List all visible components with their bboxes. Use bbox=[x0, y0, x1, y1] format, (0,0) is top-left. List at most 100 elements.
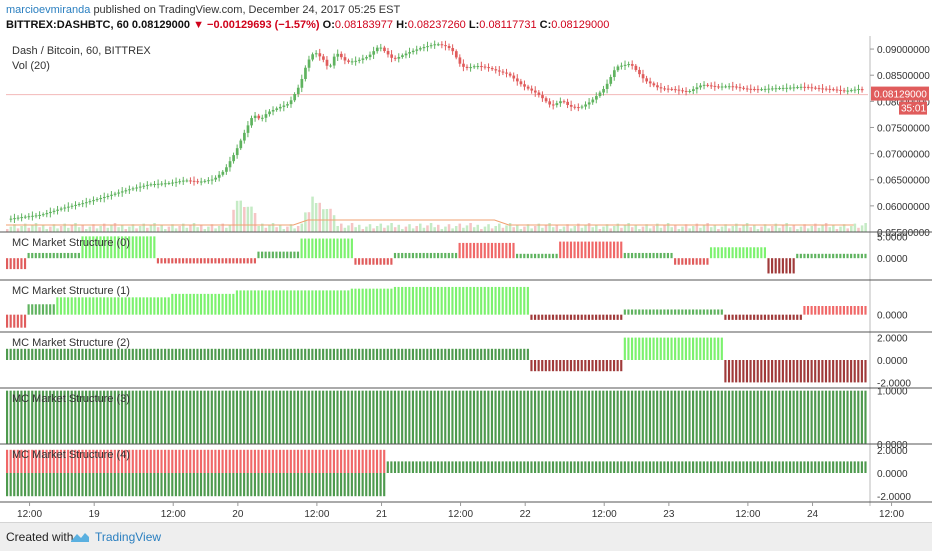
candle-body bbox=[92, 200, 95, 202]
indicator-bar bbox=[289, 473, 292, 497]
indicator-bar bbox=[577, 241, 580, 259]
indicator-bar bbox=[257, 449, 260, 473]
indicator-bar bbox=[59, 348, 63, 360]
chart-svg[interactable]: 0.090000000.085000000.080000000.07500000… bbox=[0, 36, 932, 522]
indicator-bar bbox=[562, 241, 565, 259]
indicator-tick-label: 0.0000 bbox=[877, 440, 908, 451]
candle-body bbox=[756, 89, 760, 91]
indicator-bar bbox=[325, 348, 328, 360]
indicator-bar bbox=[612, 314, 616, 320]
indicator-bar bbox=[778, 390, 781, 444]
indicator-bar bbox=[178, 348, 181, 360]
indicator-bar bbox=[365, 288, 368, 315]
indicator-bar bbox=[598, 314, 601, 320]
indicator-bar bbox=[494, 348, 497, 360]
indicator-bar bbox=[674, 337, 677, 360]
indicator-bar bbox=[771, 461, 774, 473]
candle-body bbox=[67, 206, 70, 208]
indicator-bar bbox=[458, 461, 461, 473]
indicator-bar bbox=[799, 461, 802, 473]
indicator-bar bbox=[131, 449, 134, 473]
indicator-bar bbox=[401, 348, 404, 360]
volume-bar bbox=[458, 223, 462, 232]
indicator-bar bbox=[652, 390, 655, 444]
candle-body bbox=[788, 87, 792, 89]
indicator-bar bbox=[727, 247, 731, 259]
indicator-bar bbox=[415, 252, 418, 259]
indicator-bar bbox=[738, 247, 741, 259]
volume-bar bbox=[322, 209, 325, 232]
indicator-bar bbox=[153, 449, 156, 473]
indicator-bar bbox=[92, 236, 95, 259]
indicator-bar bbox=[609, 461, 612, 473]
candle-body bbox=[523, 84, 526, 87]
volume-bar bbox=[760, 226, 763, 232]
indicator-bar bbox=[164, 297, 167, 315]
volume-bar bbox=[839, 226, 842, 232]
author-link[interactable]: marcioevmiranda bbox=[6, 4, 91, 16]
indicator-bar bbox=[727, 390, 731, 444]
tradingview-link[interactable]: TradingView bbox=[95, 530, 162, 544]
indicator-bar bbox=[480, 461, 483, 473]
indicator-bar bbox=[138, 473, 142, 497]
indicator-bar bbox=[92, 348, 95, 360]
indicator-bar bbox=[627, 337, 630, 360]
indicator-bar bbox=[124, 297, 127, 315]
indicator-bar bbox=[781, 461, 784, 473]
volume-bar bbox=[257, 226, 260, 232]
indicator-bar bbox=[246, 473, 249, 497]
indicator-bar bbox=[609, 314, 612, 320]
indicator-bar bbox=[95, 236, 98, 259]
candle-body bbox=[713, 85, 717, 87]
indicator-bar bbox=[415, 348, 418, 360]
volume-bar bbox=[659, 227, 663, 232]
indicator-label: MC Market Structure (2) bbox=[12, 337, 130, 349]
volume-bar bbox=[771, 226, 774, 232]
indicator-bar bbox=[246, 390, 249, 444]
indicator-bar bbox=[20, 314, 23, 328]
indicator-bar bbox=[444, 286, 447, 315]
volume-bar bbox=[850, 226, 853, 232]
indicator-bar bbox=[796, 461, 799, 473]
indicator-bar bbox=[659, 390, 662, 444]
volume-bar bbox=[63, 223, 66, 232]
volume-bar bbox=[537, 223, 541, 232]
indicator-bar bbox=[268, 251, 271, 259]
indicator-bar bbox=[124, 348, 127, 360]
indicator-bar bbox=[189, 390, 192, 444]
indicator-bar bbox=[584, 360, 587, 372]
indicator-bar bbox=[282, 390, 285, 444]
indicator-tick-label: 2.0000 bbox=[877, 334, 908, 345]
indicator-bar bbox=[753, 360, 756, 383]
indicator-label: MC Market Structure (0) bbox=[12, 237, 130, 249]
indicator-bar bbox=[167, 258, 170, 264]
indicator-bar bbox=[537, 314, 540, 320]
indicator-bar bbox=[490, 390, 494, 444]
indicator-bar bbox=[106, 449, 109, 473]
indicator-bar bbox=[340, 290, 343, 315]
indicator-bar bbox=[573, 241, 576, 259]
indicator-bar bbox=[85, 473, 88, 497]
indicator-bar bbox=[56, 449, 59, 473]
volume-bar bbox=[702, 225, 706, 232]
indicator-bar bbox=[828, 390, 831, 444]
volume-bar bbox=[437, 224, 440, 232]
indicator-bar bbox=[174, 449, 177, 473]
indicator-bar bbox=[397, 348, 400, 360]
indicator-bar bbox=[88, 449, 91, 473]
indicator-bar bbox=[225, 449, 228, 473]
indicator-bar bbox=[645, 390, 648, 444]
volume-bar bbox=[264, 227, 268, 232]
chart-area[interactable]: 0.090000000.085000000.080000000.07500000… bbox=[0, 36, 932, 522]
indicator-bar bbox=[34, 449, 37, 473]
indicator-bar bbox=[117, 473, 120, 497]
indicator-bar bbox=[835, 306, 838, 315]
indicator-bar bbox=[156, 449, 160, 473]
indicator-bar bbox=[9, 348, 12, 360]
indicator-bar bbox=[857, 360, 860, 383]
volume-bar bbox=[587, 223, 591, 232]
indicator-bar bbox=[634, 461, 637, 473]
indicator-bar bbox=[523, 461, 526, 473]
indicator-bar bbox=[778, 314, 781, 320]
indicator-bar bbox=[207, 473, 210, 497]
